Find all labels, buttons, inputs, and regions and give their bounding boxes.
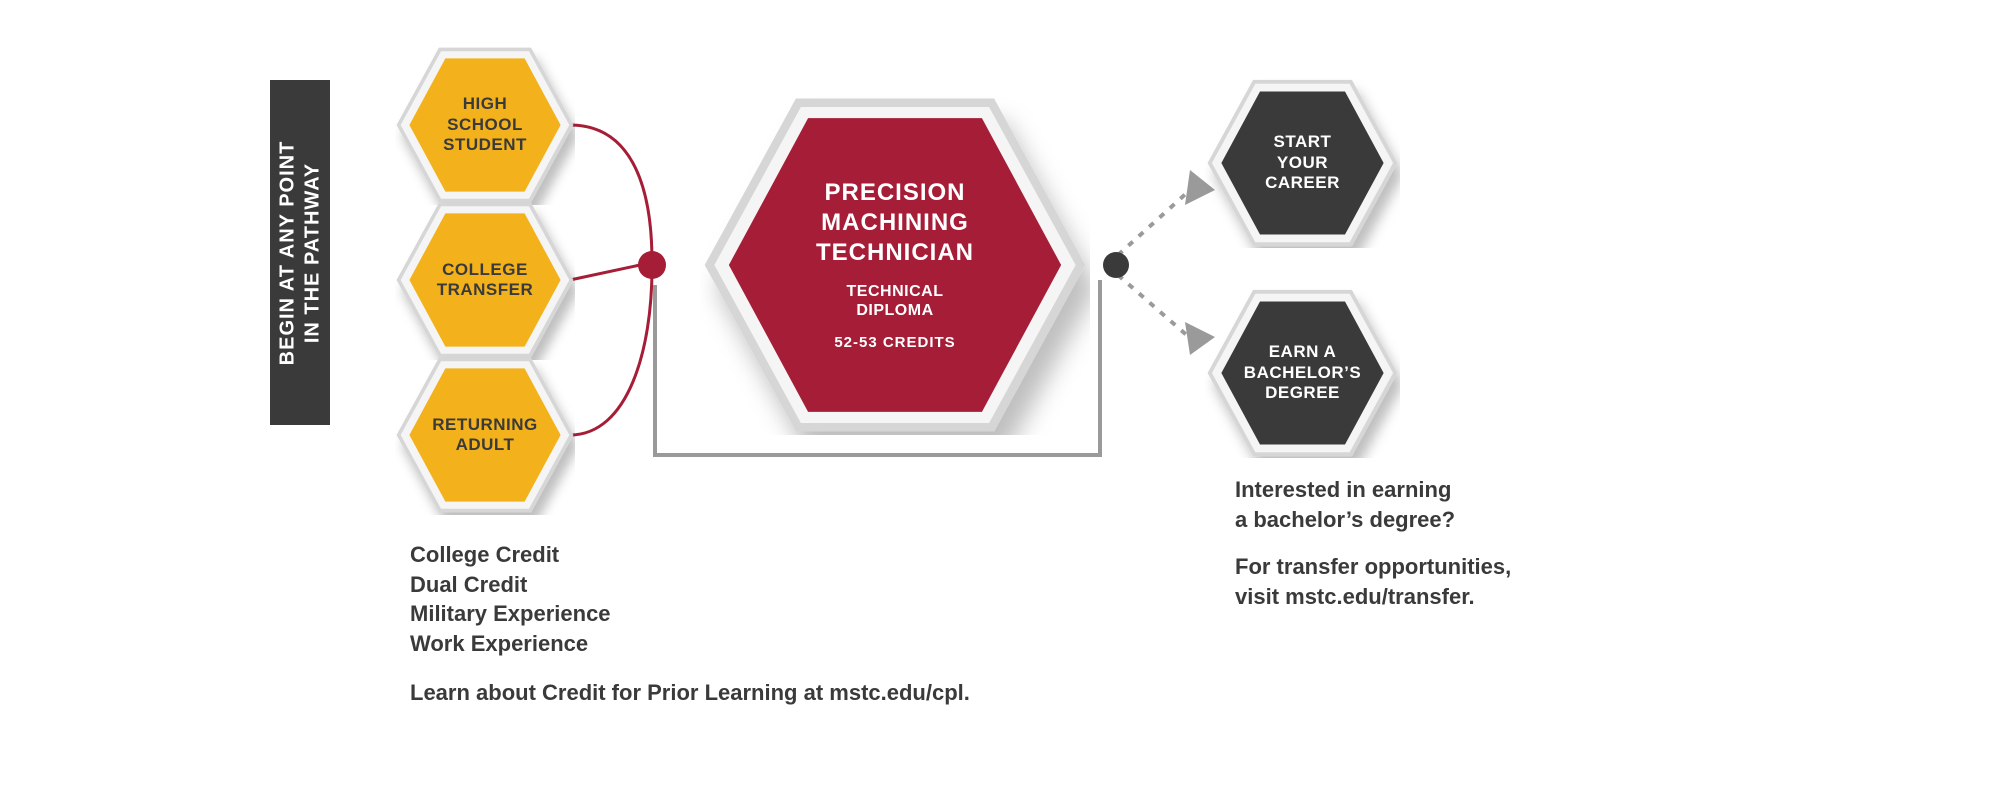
transfer-p1b: a bachelor’s degree?: [1235, 507, 1455, 532]
entry-hex-high-school: HIGH SCHOOL STUDENT: [395, 45, 575, 205]
entry-hex-returning-adult: RETURNING ADULT: [395, 355, 575, 515]
entry0-l3: STUDENT: [443, 135, 527, 154]
transfer-p1a: Interested in earning: [1235, 477, 1451, 502]
credit-item-1: College Credit: [410, 540, 611, 570]
entry1-l1: COLLEGE: [442, 260, 528, 279]
outcome-hex-bachelors: EARN A BACHELOR’S DEGREE: [1205, 288, 1400, 458]
banner-line2: IN THE PATHWAY: [301, 162, 323, 342]
entry2-l2: ADULT: [456, 435, 515, 454]
credit-item-2: Dual Credit: [410, 570, 611, 600]
out1-l1: EARN A: [1269, 342, 1337, 361]
program-credits: 52-53 CREDITS: [816, 334, 974, 352]
outcome-hex-career: START YOUR CAREER: [1205, 78, 1400, 248]
credit-item-4: Work Experience: [410, 629, 611, 659]
program-title-l1: PRECISION: [824, 179, 965, 206]
credit-item-3: Military Experience: [410, 599, 611, 629]
out1-l2: BACHELOR’S: [1244, 363, 1361, 382]
split-dot-dark-icon: [1103, 252, 1129, 278]
out0-l2: YOUR: [1277, 153, 1328, 172]
pathway-banner: BEGIN AT ANY POINT IN THE PATHWAY: [270, 80, 330, 425]
out0-l3: CAREER: [1265, 173, 1340, 192]
entry1-l2: TRANSFER: [437, 280, 534, 299]
entry2-l1: RETURNING: [432, 415, 538, 434]
entry0-l2: SCHOOL: [447, 115, 523, 134]
banner-line1: BEGIN AT ANY POINT: [276, 140, 298, 365]
cpl-note: Learn about Credit for Prior Learning at…: [410, 680, 970, 706]
credit-list: College Credit Dual Credit Military Expe…: [410, 540, 611, 659]
merge-dot-maroon-icon: [638, 251, 666, 279]
program-hex: PRECISION MACHINING TECHNICIAN TECHNICAL…: [700, 95, 1090, 435]
out1-l3: DEGREE: [1265, 383, 1340, 402]
program-sub-l2: DIPLOMA: [856, 302, 933, 319]
out0-l1: START: [1274, 132, 1332, 151]
program-title-l3: TECHNICIAN: [816, 239, 974, 266]
entry-hex-college-transfer: COLLEGE TRANSFER: [395, 200, 575, 360]
transfer-p2a: For transfer opportunities,: [1235, 554, 1511, 579]
program-title-l2: MACHINING: [821, 209, 969, 236]
transfer-p2b: visit mstc.edu/transfer.: [1235, 584, 1475, 609]
program-sub-l1: TECHNICAL: [847, 283, 944, 300]
transfer-note: Interested in earning a bachelor’s degre…: [1235, 475, 1575, 612]
entry0-l1: HIGH: [463, 94, 508, 113]
